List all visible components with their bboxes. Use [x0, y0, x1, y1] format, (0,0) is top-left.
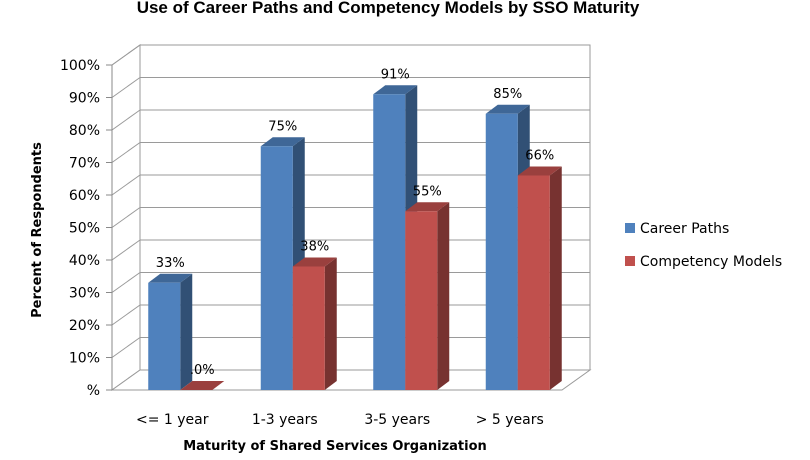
y-axis-title: Percent of Respondents	[30, 142, 45, 318]
gridline-side	[111, 337, 141, 358]
y-tick-label: 20%	[69, 318, 100, 334]
legend-label: Competency Models	[640, 254, 782, 270]
y-tick-label: 80%	[69, 123, 100, 139]
legend-swatch	[625, 223, 635, 233]
x-category-label: 3-5 years	[364, 412, 430, 428]
gridline-side	[111, 109, 141, 131]
gridline-side	[111, 174, 141, 196]
chart-title: Use of Career Paths and Competency Model…	[137, 0, 640, 17]
gridline-side	[111, 142, 141, 163]
y-tick-label: 40%	[69, 253, 100, 269]
data-label: 38%	[300, 240, 329, 255]
y-tick-label: 70%	[69, 156, 100, 172]
y-tick-label: 60%	[69, 188, 100, 204]
legend-swatch	[625, 256, 635, 266]
y-tick-label: 10%	[69, 351, 100, 367]
data-label: 66%	[525, 149, 554, 164]
bar-competency-models-2	[405, 202, 450, 390]
y-tick-label: 90%	[69, 91, 100, 107]
legend-item: Competency Models	[625, 254, 782, 270]
bar-competency-models-0	[180, 381, 225, 390]
gridline-side	[111, 304, 141, 326]
x-category-label: > 5 years	[476, 412, 544, 428]
data-label: .0%	[190, 363, 215, 378]
legend: Career Paths Competency Models	[625, 221, 782, 270]
y-tick-label: 50%	[69, 221, 100, 237]
y-tick-label: %	[87, 383, 100, 399]
legend-item: Career Paths	[625, 221, 729, 237]
legend-label: Career Paths	[640, 221, 729, 237]
bar-competency-models-1	[292, 257, 337, 390]
data-label: 85%	[493, 87, 522, 102]
bar-career-paths-0	[148, 273, 193, 390]
gridline-side	[111, 239, 141, 261]
data-label: 33%	[156, 256, 185, 271]
data-label: 55%	[413, 184, 442, 199]
x-axis-title: Maturity of Shared Services Organization	[183, 439, 487, 454]
y-tick-label: 30%	[69, 286, 100, 302]
data-label: 75%	[268, 119, 297, 134]
bar-competency-models-3	[517, 166, 562, 390]
x-axis-categories: <= 1 year 1-3 years 3-5 years > 5 years	[136, 412, 544, 428]
y-axis-ticks: % 10% 20% 30% 40% 50% 60% 70% 80% 90% 100%	[60, 58, 113, 399]
bars	[148, 85, 562, 390]
gridline-side	[111, 44, 141, 66]
y-tick-label: 100%	[60, 58, 100, 74]
data-labels: 33% .0% 75% 38% 91% 55% 85% 66%	[156, 67, 554, 378]
gridline-side	[111, 207, 141, 228]
data-label: 91%	[381, 67, 410, 82]
gridline-side	[111, 77, 141, 98]
gridline-side	[111, 272, 141, 293]
x-category-label: 1-3 years	[252, 412, 318, 428]
x-category-label: <= 1 year	[136, 412, 209, 428]
